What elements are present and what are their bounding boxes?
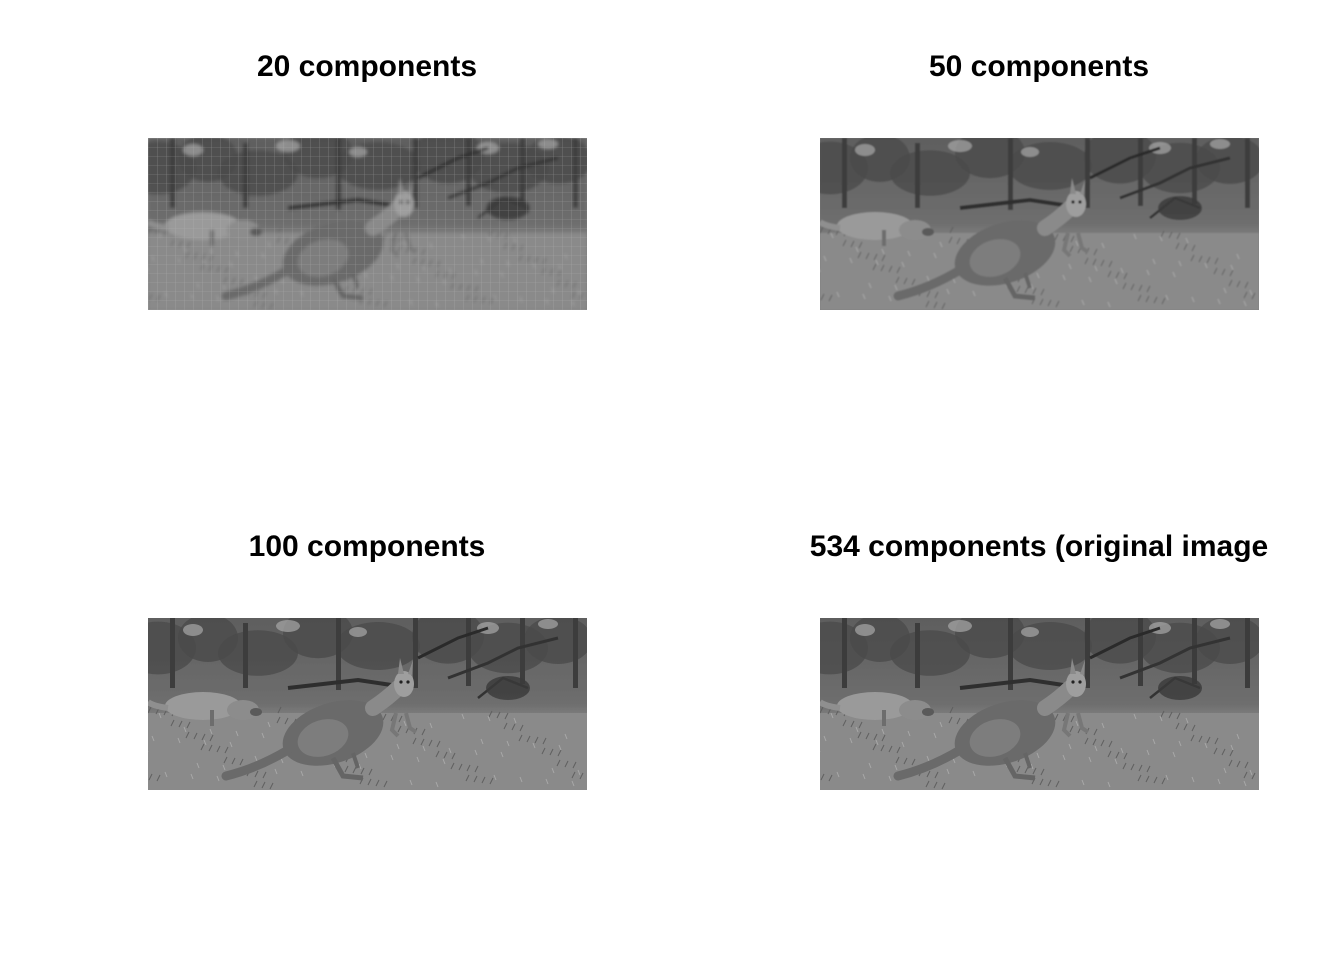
kangaroo-image-original [820, 618, 1259, 790]
panel-title-20-components: 20 components [256, 50, 478, 83]
kangaroo-image-100-components [148, 618, 587, 790]
panel-title-50-components: 50 components [928, 50, 1150, 83]
kangaroo-image-50-components [820, 138, 1259, 310]
kangaroo-image-20-components [148, 138, 587, 310]
panel-title-534-components: 534 components (original image [809, 530, 1269, 563]
panel-title-100-components: 100 components [248, 530, 486, 563]
